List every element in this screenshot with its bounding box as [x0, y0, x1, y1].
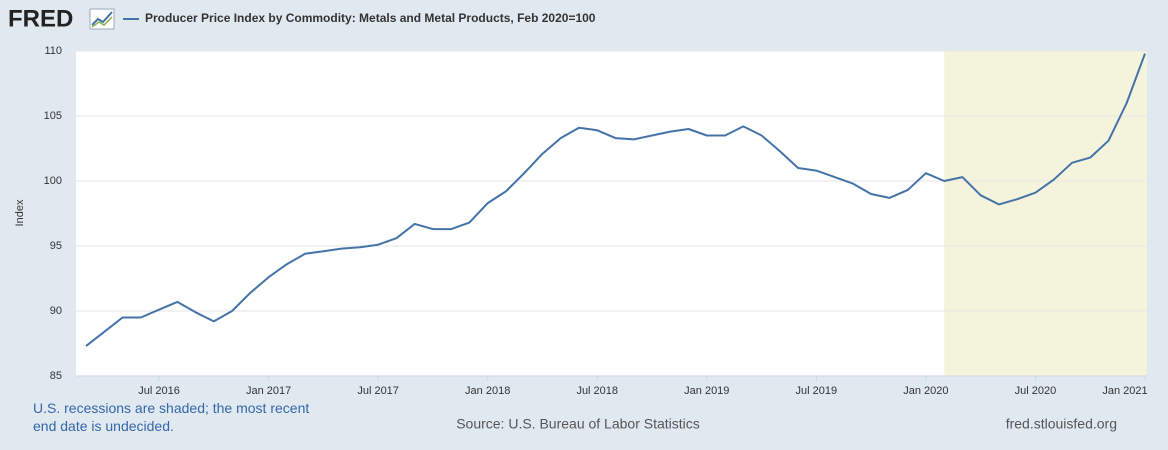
y-tick-label: 110 — [44, 45, 62, 57]
x-tick-label: Jan 2018 — [465, 385, 510, 397]
x-tick-label: Jan 2017 — [246, 385, 291, 397]
x-tick-label: Jan 2021 — [1102, 385, 1147, 397]
y-axis-label: Index — [14, 199, 26, 226]
source: Source: U.S. Bureau of Labor Statistics — [456, 416, 700, 432]
url: fred.stlouisfed.org — [1006, 416, 1117, 432]
x-tick-label: Jul 2019 — [796, 385, 838, 397]
recession-band — [944, 51, 1147, 376]
y-tick-label: 85 — [50, 370, 62, 382]
y-tick-label: 105 — [44, 110, 62, 122]
x-tick-label: Jul 2018 — [576, 385, 618, 397]
x-tick-label: Jul 2017 — [357, 385, 399, 397]
logo-icon — [89, 8, 115, 30]
x-tick-label: Jul 2016 — [138, 385, 180, 397]
y-tick-label: 95 — [50, 240, 62, 252]
recession-layer — [944, 51, 1147, 376]
legend-label: Producer Price Index by Commodity: Metal… — [145, 11, 596, 25]
x-tick-label: Jan 2020 — [903, 385, 948, 397]
y-tick-label: 90 — [50, 305, 62, 317]
logo: FRED — [8, 5, 73, 32]
series-line — [85, 53, 1146, 347]
y-tick-label: 100 — [44, 175, 62, 187]
recession-note: U.S. recessions are shaded; the most rec… — [33, 400, 310, 434]
x-tick-label: Jul 2020 — [1015, 385, 1057, 397]
x-tick-label: Jan 2019 — [684, 385, 729, 397]
